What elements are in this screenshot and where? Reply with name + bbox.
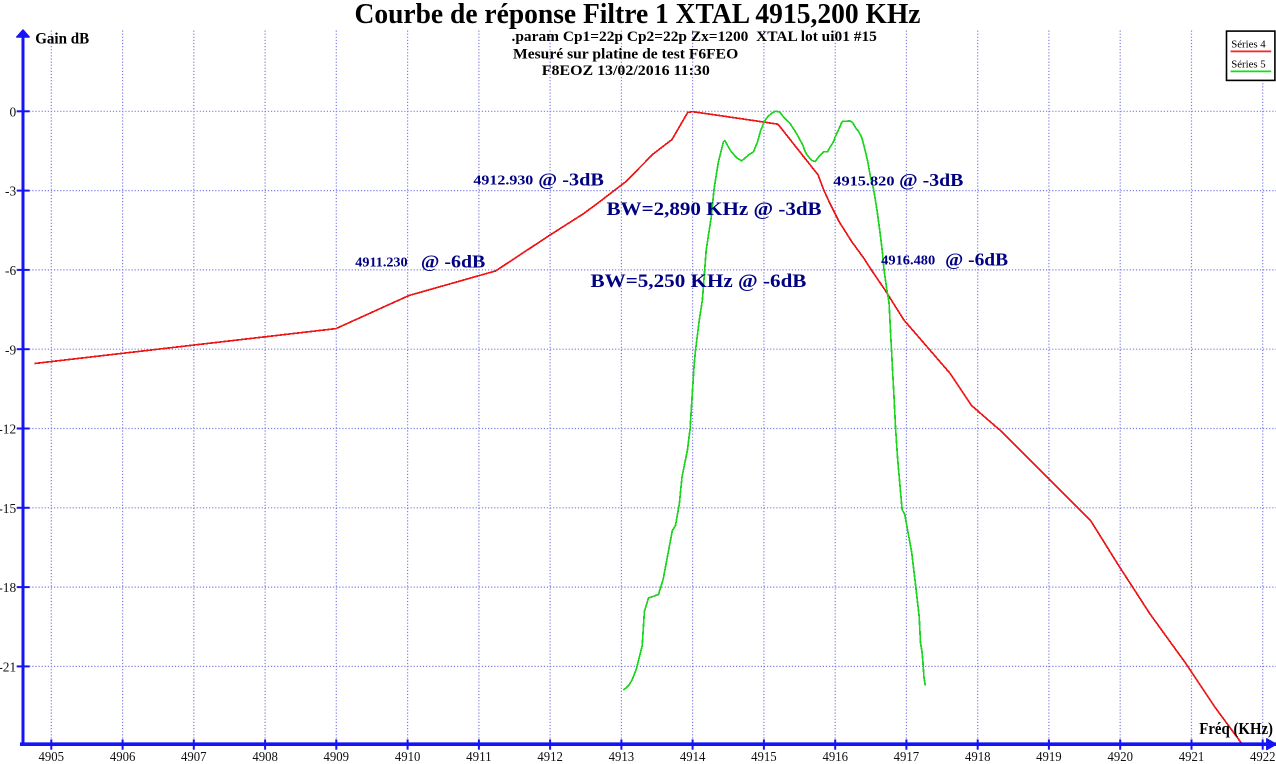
svg-text:4915: 4915 [751, 749, 777, 764]
svg-text:4913: 4913 [609, 749, 635, 764]
svg-text:4918: 4918 [965, 749, 991, 764]
svg-text:Fréq (KHz): Fréq (KHz) [1199, 719, 1273, 738]
svg-text:@ -6dB: @ -6dB [945, 249, 1008, 269]
svg-text:0: 0 [9, 104, 16, 119]
svg-text:Séries 5: Séries 5 [1231, 59, 1266, 71]
svg-text:4908: 4908 [252, 749, 278, 764]
svg-text:BW=5,250 KHz @ -6dB: BW=5,250 KHz @ -6dB [591, 271, 807, 292]
svg-text:-15: -15 [0, 501, 16, 516]
svg-text:-21: -21 [0, 660, 16, 675]
svg-text:-12: -12 [0, 422, 16, 437]
svg-text:4911: 4911 [466, 749, 492, 764]
svg-text:@ -6dB: @ -6dB [421, 252, 486, 272]
svg-text:4920: 4920 [1107, 749, 1133, 764]
svg-text:4922: 4922 [1250, 749, 1276, 764]
svg-text:4914: 4914 [680, 749, 706, 764]
svg-text:BW=2,890 KHz @ -3dB: BW=2,890 KHz @ -3dB [607, 199, 822, 220]
svg-text:Mesuré sur platine de test F6F: Mesuré sur platine de test F6FEO [513, 47, 738, 63]
svg-text:@ -3dB: @ -3dB [899, 170, 964, 190]
svg-text:4911.230: 4911.230 [355, 254, 407, 269]
svg-text:Courbe de réponse Filtre 1 XTA: Courbe de réponse Filtre 1 XTAL 4915,200… [355, 0, 921, 30]
svg-text:4905: 4905 [39, 749, 65, 764]
svg-text:F8EOZ 13/02/2016 11:30: F8EOZ 13/02/2016 11:30 [542, 63, 710, 79]
svg-text:Séries 4: Séries 4 [1231, 38, 1266, 50]
svg-text:.param Cp1=22p Cp2=22p Zx=1200: .param Cp1=22p Cp2=22p Zx=1200 XTAL lot … [512, 29, 877, 45]
svg-text:4912.930: 4912.930 [473, 173, 533, 188]
svg-text:4907: 4907 [181, 749, 207, 764]
svg-text:@ -3dB: @ -3dB [538, 170, 604, 190]
svg-text:-9: -9 [5, 342, 16, 357]
svg-text:4919: 4919 [1036, 749, 1062, 764]
svg-text:4906: 4906 [110, 749, 136, 764]
svg-text:4921: 4921 [1179, 749, 1205, 764]
svg-text:4910: 4910 [395, 749, 421, 764]
svg-text:Gain dB: Gain dB [35, 31, 89, 48]
svg-text:4912: 4912 [537, 749, 563, 764]
svg-text:-18: -18 [0, 580, 16, 595]
svg-text:4915.820: 4915.820 [833, 174, 894, 189]
svg-text:4916: 4916 [822, 749, 848, 764]
svg-text:-6: -6 [5, 263, 16, 278]
svg-text:4909: 4909 [324, 749, 350, 764]
svg-text:-3: -3 [5, 184, 16, 199]
svg-text:4916.480: 4916.480 [881, 252, 935, 267]
svg-text:4917: 4917 [894, 749, 920, 764]
